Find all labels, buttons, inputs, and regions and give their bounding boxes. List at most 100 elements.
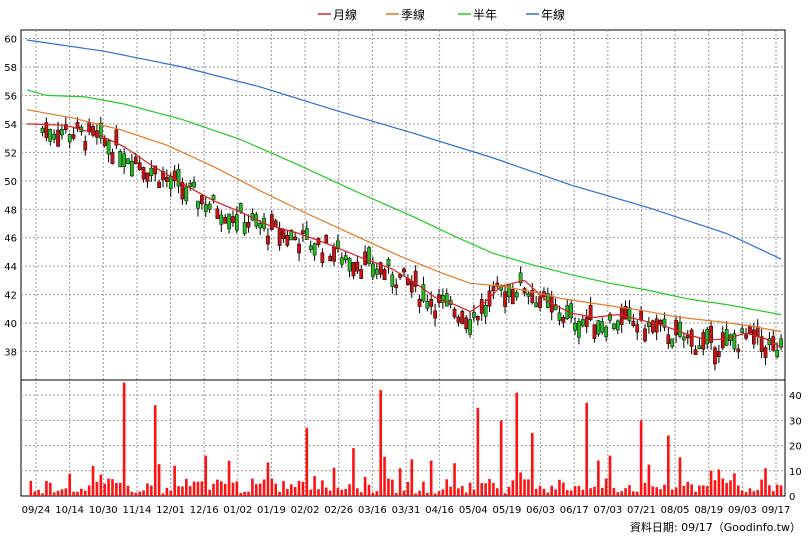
volume-bar bbox=[223, 483, 227, 496]
volume-bar bbox=[690, 484, 693, 496]
ma-line bbox=[26, 123, 782, 348]
candle-body bbox=[775, 349, 780, 358]
candle-body bbox=[615, 320, 620, 331]
volume-bar bbox=[600, 487, 604, 496]
candle-body bbox=[227, 213, 231, 230]
x-tick-label: 05/19 bbox=[492, 505, 521, 516]
volume-bar bbox=[612, 487, 616, 496]
volume-bar bbox=[321, 480, 324, 496]
legend-label: 年線 bbox=[541, 7, 565, 22]
volume-bar bbox=[472, 489, 476, 496]
candle-body bbox=[87, 122, 91, 132]
candle-body bbox=[378, 262, 383, 275]
volume-bar bbox=[153, 405, 157, 496]
volume-bar bbox=[437, 491, 441, 496]
volume-bar bbox=[118, 482, 122, 496]
volume-bar bbox=[274, 483, 278, 496]
volume-bar bbox=[173, 465, 176, 496]
candle-body bbox=[145, 172, 150, 182]
x-tick-label: 10/30 bbox=[89, 505, 118, 516]
candle-body bbox=[604, 326, 608, 338]
x-tick-label: 06/17 bbox=[560, 505, 589, 516]
candle-body bbox=[328, 256, 332, 262]
candle-body bbox=[464, 317, 469, 330]
volume-bar bbox=[91, 466, 95, 496]
volume-bar bbox=[406, 481, 410, 496]
volume-bar bbox=[324, 487, 328, 496]
candle-body bbox=[165, 176, 169, 182]
candle-body bbox=[258, 223, 263, 229]
legend-label: 季線 bbox=[401, 7, 425, 22]
price-tick-label: 42 bbox=[4, 291, 17, 302]
candle-body bbox=[682, 336, 686, 341]
candle-body bbox=[304, 228, 309, 240]
volume-bar bbox=[565, 490, 569, 496]
candle-body bbox=[425, 301, 430, 309]
volume-bar bbox=[457, 488, 460, 496]
candle-body bbox=[188, 182, 193, 187]
volume-bar bbox=[554, 489, 557, 496]
candle-body bbox=[347, 258, 352, 272]
candle-body bbox=[130, 160, 134, 177]
price-tick-label: 60 bbox=[4, 35, 17, 46]
candle-body bbox=[285, 234, 290, 246]
volume-bar bbox=[83, 490, 87, 496]
ma-line bbox=[26, 109, 782, 333]
volume-bar bbox=[107, 478, 110, 496]
volume-bar bbox=[76, 491, 79, 496]
volume-tick-label: 40 bbox=[789, 391, 802, 402]
volume-bar bbox=[262, 479, 266, 496]
candle-body bbox=[106, 140, 111, 155]
volume-tick-label: 10 bbox=[789, 467, 802, 478]
volume-bar bbox=[220, 481, 223, 496]
volume-bar bbox=[445, 479, 449, 496]
volume-bar bbox=[530, 432, 534, 496]
volume-bar bbox=[356, 488, 359, 496]
candle-body bbox=[133, 156, 138, 165]
candle-body bbox=[207, 203, 212, 210]
volume-bar bbox=[29, 480, 33, 496]
candle-body bbox=[670, 338, 675, 347]
candle-body bbox=[763, 347, 768, 358]
volume-tick-label: 0 bbox=[789, 492, 795, 503]
x-tick-label: 07/21 bbox=[627, 505, 656, 516]
candle-body bbox=[301, 230, 305, 234]
candle-body bbox=[153, 165, 158, 175]
candle-body bbox=[627, 307, 632, 322]
volume-bar bbox=[204, 455, 208, 496]
x-axis: 09/24 10/14 10/30 11/14 12/01 12/16 01/02 01/19… bbox=[22, 505, 791, 516]
volume-bar bbox=[573, 486, 577, 496]
candle-body bbox=[281, 228, 286, 239]
candle-body bbox=[289, 229, 294, 241]
candle-body bbox=[374, 268, 379, 275]
volume-bar bbox=[239, 492, 243, 496]
volume-bar bbox=[258, 483, 262, 496]
x-tick-label: 09/24 bbox=[22, 505, 51, 516]
volume-bar bbox=[721, 478, 725, 496]
candle-body bbox=[666, 334, 671, 344]
volume-bar bbox=[130, 491, 134, 496]
volume-bar bbox=[336, 487, 340, 496]
volume-tick-label: 20 bbox=[789, 442, 802, 453]
candle-body bbox=[495, 282, 500, 287]
volume-bar bbox=[589, 488, 592, 496]
volume-bar bbox=[597, 460, 600, 496]
x-tick-label: 09/17 bbox=[762, 505, 791, 516]
candle-body bbox=[452, 308, 457, 318]
volume-bar bbox=[503, 493, 507, 496]
volume-bar bbox=[394, 493, 398, 496]
candle-body bbox=[530, 290, 535, 303]
candle-body bbox=[701, 332, 706, 350]
volume-bar bbox=[433, 493, 437, 496]
x-tick-label: 12/16 bbox=[190, 505, 219, 516]
volume-bar bbox=[150, 485, 153, 496]
volume-bar bbox=[546, 492, 550, 496]
volume-bar bbox=[87, 485, 91, 496]
candle-body bbox=[266, 235, 270, 245]
volume-bar bbox=[270, 478, 274, 496]
volume-bar bbox=[480, 483, 484, 496]
candle-body bbox=[639, 310, 643, 320]
volume-bar bbox=[515, 392, 519, 496]
volume-bar bbox=[682, 485, 686, 496]
candle-body bbox=[588, 304, 593, 321]
